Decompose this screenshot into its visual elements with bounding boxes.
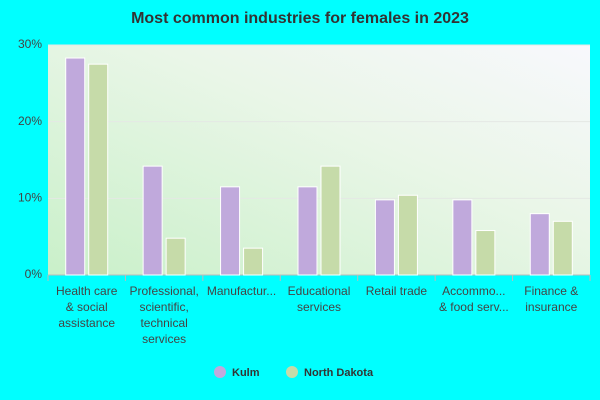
bar	[65, 57, 86, 276]
legend-label: Kulm	[232, 367, 260, 379]
bar	[88, 63, 109, 276]
x-tick-label: Retail trade	[366, 284, 428, 298]
y-tick-label: 10%	[18, 191, 42, 205]
bar	[552, 220, 573, 276]
y-tick-label: 30%	[18, 37, 42, 51]
x-tick-label: Manufactur...	[207, 284, 276, 298]
bar	[297, 186, 318, 276]
bar	[529, 213, 550, 276]
bar	[220, 186, 241, 276]
legend-swatch	[286, 366, 298, 378]
bar	[142, 165, 163, 276]
y-tick-label: 20%	[18, 114, 42, 128]
bar	[475, 230, 496, 276]
x-tick-label: Health care & social assistance	[56, 284, 118, 330]
x-tick-label: Educational services	[288, 284, 351, 314]
bar	[397, 194, 418, 276]
bar	[374, 199, 395, 276]
x-tick-label: Professional, scientific, technical service…	[129, 284, 198, 346]
bar	[320, 165, 341, 276]
chart-title: Most common industries for females in 20…	[131, 10, 469, 27]
legend-label: North Dakota	[304, 367, 374, 379]
bar	[165, 237, 186, 276]
plot-area	[48, 45, 590, 275]
bar	[243, 247, 264, 276]
x-tick-label: Finance & insurance	[524, 284, 578, 314]
bar	[452, 199, 473, 276]
x-tick-label: Accommo... & food serv...	[439, 284, 509, 314]
y-tick-label: 0%	[25, 267, 43, 281]
legend-swatch	[214, 366, 226, 378]
